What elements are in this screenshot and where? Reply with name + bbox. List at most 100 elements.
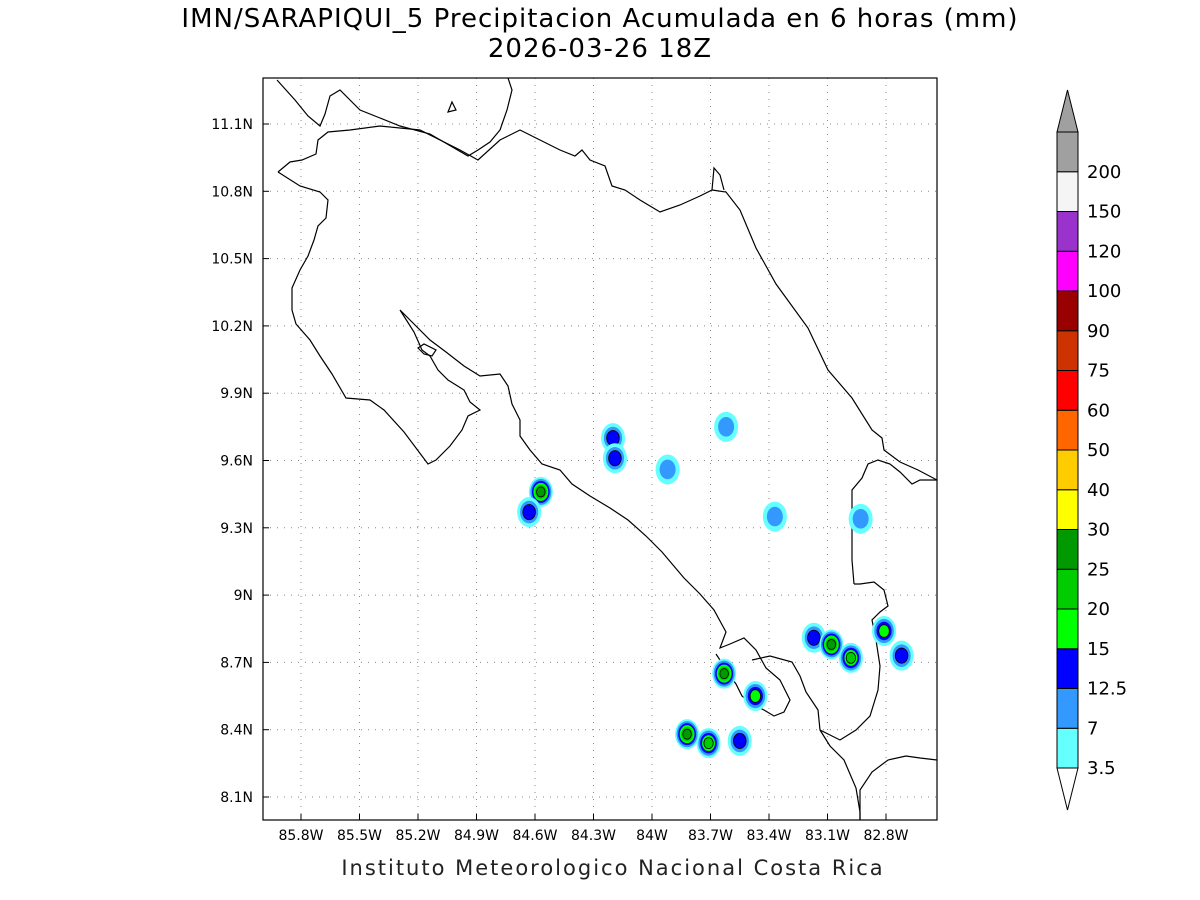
rain-contour <box>536 486 546 498</box>
colorbar-label: 60 <box>1087 400 1110 421</box>
rain-contour <box>608 450 622 467</box>
rain-contour <box>733 732 747 749</box>
lon-tick-label: 85.8W <box>278 828 323 844</box>
rain-cell <box>848 503 873 534</box>
rain-cell <box>655 454 680 485</box>
precipitation-field <box>517 411 914 759</box>
lat-tick-label: 11.1N <box>211 117 253 133</box>
rain-cell <box>889 640 914 671</box>
colorbar-label: 25 <box>1087 559 1110 580</box>
colorbar-swatch <box>1056 529 1079 570</box>
colorbar-label: 3.5 <box>1087 758 1116 779</box>
lon-tick-label: 85.2W <box>395 828 440 844</box>
rain-cell <box>696 728 721 759</box>
rain-contour <box>894 647 909 664</box>
map-datetime: 2026-03-26 18Z <box>487 34 713 64</box>
lon-tick-label: 83.4W <box>746 828 791 844</box>
map-grid <box>263 78 937 820</box>
rain-cell <box>762 501 787 532</box>
colorbar-label: 20 <box>1087 599 1110 620</box>
colorbar-label: 100 <box>1087 281 1121 302</box>
lat-tick-label: 10.8N <box>211 184 253 200</box>
colorbar-label: 7 <box>1087 718 1098 739</box>
map-frame <box>262 77 938 821</box>
rain-contour <box>766 506 783 527</box>
colorbar-label: 200 <box>1087 162 1121 183</box>
rain-cell <box>528 476 553 507</box>
lon-tick-label: 83.1W <box>805 828 850 844</box>
rain-cell <box>743 681 768 712</box>
lon-tick-label: 84.9W <box>454 828 499 844</box>
rain-contour <box>719 668 729 680</box>
colorbar-swatch <box>1056 171 1079 212</box>
colorbar-label: 150 <box>1087 202 1121 223</box>
colorbar-swatch <box>1056 688 1079 729</box>
rain-cell <box>727 725 752 756</box>
rain-contour <box>845 652 857 664</box>
lat-tick-label: 9.9N <box>220 386 253 402</box>
lat-tick-label: 9N <box>234 588 253 604</box>
credit-line: Instituto Meteorologico Nacional Costa R… <box>341 856 885 880</box>
lon-tick-label: 84.6W <box>512 828 557 844</box>
rain-contour <box>606 430 620 447</box>
colorbar-label: 12.5 <box>1087 679 1127 700</box>
rain-contour <box>659 459 676 480</box>
colorbar-swatch <box>1056 608 1079 650</box>
colorbar-swatch <box>1056 330 1079 371</box>
colorbar-label: 40 <box>1087 480 1110 501</box>
rain-cell <box>602 443 627 474</box>
lat-tick-label: 9.6N <box>220 454 253 470</box>
lon-tick-label: 84W <box>636 828 668 844</box>
longitude-axis: 85.8W 85.5W 85.2W 84.9W 84.6W 84.3W 84W 83.7W 83… <box>278 814 909 844</box>
lat-tick-label: 9.3N <box>220 521 253 537</box>
rain-contour <box>522 504 536 521</box>
rain-contour <box>682 728 692 740</box>
colorbar-swatch <box>1056 409 1079 451</box>
rain-cell <box>838 642 863 673</box>
colorbar-swatch <box>1056 648 1079 689</box>
rain-contour <box>878 624 890 638</box>
rain-cell <box>675 719 700 750</box>
rain-contour <box>749 689 762 703</box>
colorbar-label: 90 <box>1087 321 1110 342</box>
lat-tick-label: 8.1N <box>220 790 253 806</box>
colorbar: 3.5 7 12.5 15 20 25 30 40 50 60 75 90 100 120 150 200 <box>1056 89 1127 811</box>
colorbar-label: 120 <box>1087 241 1121 262</box>
rain-contour <box>826 639 837 650</box>
colorbar-swatch <box>1056 568 1079 610</box>
colorbar-label: 30 <box>1087 520 1110 541</box>
map-title: IMN/SARAPIQUI_5 Precipitacion Acumulada … <box>181 4 1019 34</box>
rain-contour <box>852 509 869 529</box>
lat-tick-label: 8.4N <box>220 723 253 739</box>
colorbar-swatch <box>1056 250 1079 292</box>
rain-cell <box>819 629 844 660</box>
colorbar-swatch <box>1056 131 1079 173</box>
lon-tick-label: 82.8W <box>863 828 908 844</box>
lat-tick-label: 8.7N <box>220 655 253 671</box>
latitude-axis: 11.1N 10.8N 10.5N 10.2N 9.9N 9.6N 9.3N 9N 8.7N 8.… <box>211 117 269 806</box>
colorbar-swatch <box>1056 211 1079 252</box>
rain-cell <box>872 615 897 646</box>
lon-tick-label: 84.3W <box>571 828 616 844</box>
colorbar-label: 15 <box>1087 639 1110 660</box>
colorbar-label: 75 <box>1087 361 1110 382</box>
rain-contour <box>703 737 714 750</box>
lon-tick-label: 85.5W <box>337 828 382 844</box>
rain-contour <box>807 629 821 646</box>
rain-contour <box>718 417 735 437</box>
rain-cell <box>517 497 542 528</box>
rain-cell <box>714 411 739 442</box>
colorbar-swatch <box>1056 370 1079 411</box>
lat-tick-label: 10.5N <box>211 252 253 268</box>
lon-tick-label: 83.7W <box>688 828 733 844</box>
colorbar-label: 50 <box>1087 440 1110 461</box>
colorbar-swatch <box>1056 727 1079 769</box>
colorbar-low-arrow <box>1056 767 1079 811</box>
colorbar-swatch <box>1056 489 1079 530</box>
rain-cell <box>712 658 737 689</box>
colorbar-high-arrow <box>1056 89 1079 133</box>
colorbar-swatch <box>1056 290 1079 332</box>
colorbar-swatch <box>1056 449 1079 491</box>
lat-tick-label: 10.2N <box>211 319 253 335</box>
